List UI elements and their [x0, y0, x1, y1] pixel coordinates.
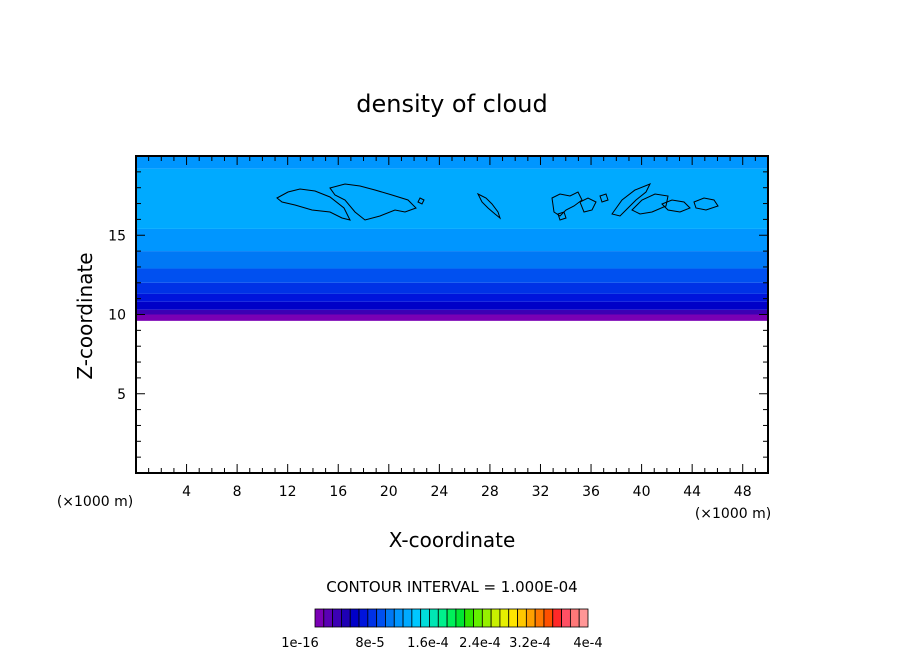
contour-band — [136, 301, 768, 310]
contour-line — [579, 197, 597, 213]
colorbar-label: 1.6e-4 — [407, 636, 449, 651]
colorbar-swatch — [385, 608, 395, 628]
colorbar-swatch — [569, 608, 580, 628]
cloud-contour-lines — [276, 183, 719, 221]
y-axis-label: Z-coordinate — [73, 252, 97, 379]
colorbar-swatch — [534, 608, 545, 628]
x-tick-label: 12 — [279, 484, 297, 500]
colorbar-swatch — [473, 608, 483, 628]
colorbar-swatch — [332, 608, 342, 628]
colorbar-swatch — [393, 608, 404, 628]
colorbar-label: 1e-16 — [281, 636, 319, 651]
x-tick-label: 16 — [329, 484, 347, 500]
colorbar-swatch — [341, 608, 351, 628]
colorbar-swatch — [314, 608, 325, 628]
colorbar-swatch — [446, 608, 457, 628]
colorbar-swatch — [349, 608, 360, 628]
colorbar: 1e-16 8e-5 1.6e-4 2.4e-4 3.2e-4 4e-4 — [281, 608, 603, 651]
colorbar-swatch — [499, 608, 510, 628]
contour-band — [136, 156, 768, 169]
x-unit-label-left: (×1000 m) — [57, 494, 133, 510]
colorbar-swatch — [411, 608, 422, 628]
y-tick-label: 10 — [108, 308, 126, 324]
colorbar-swatch — [376, 608, 386, 628]
colorbar-swatch — [508, 608, 518, 628]
contour-line — [599, 193, 609, 203]
colorbar-swatch — [552, 608, 562, 628]
colorbar-swatch — [481, 608, 492, 628]
contour-line — [417, 197, 425, 205]
contour-band — [136, 309, 768, 315]
x-tick-label: 32 — [532, 484, 550, 500]
contour-line — [661, 199, 691, 213]
contour-band — [136, 293, 768, 302]
contour-band — [136, 168, 768, 229]
colorbar-swatch — [464, 608, 474, 628]
contour-line — [693, 197, 719, 211]
colorbar-swatch — [561, 608, 571, 628]
colorbar-swatch — [420, 608, 430, 628]
y-tick-label: 15 — [108, 228, 126, 244]
x-tick-label: 24 — [430, 484, 448, 500]
contour-line — [557, 211, 567, 221]
x-tick-label: 4 — [182, 484, 191, 500]
colorbar-swatch — [525, 608, 536, 628]
colorbar-swatch — [517, 608, 527, 628]
x-tick-label: 8 — [233, 484, 242, 500]
contour-interval-label: CONTOUR INTERVAL = 1.000E-04 — [326, 578, 577, 596]
colorbar-swatch — [578, 608, 589, 628]
x-unit-label-right: (×1000 m) — [695, 506, 771, 522]
colorbar-swatch — [358, 608, 369, 628]
contour-line — [329, 183, 417, 221]
x-tick-label: 36 — [582, 484, 600, 500]
contour-band — [136, 282, 768, 294]
contour-line — [611, 183, 652, 217]
colorbar-swatch — [323, 608, 334, 628]
colorbar-swatch — [455, 608, 466, 628]
x-tick-label: 48 — [734, 484, 752, 500]
y-tick-label: 5 — [117, 387, 126, 403]
contour-line — [631, 193, 669, 215]
chart-title: density of cloud — [356, 90, 547, 118]
x-tick-label: 28 — [481, 484, 499, 500]
contour-line — [276, 188, 351, 221]
colorbar-label: 4e-4 — [573, 636, 602, 651]
contour-band — [136, 314, 768, 321]
x-tick-label: 44 — [683, 484, 701, 500]
colorbar-label: 2.4e-4 — [459, 636, 501, 651]
x-tick-label: 40 — [633, 484, 651, 500]
contour-line — [551, 191, 583, 217]
contour-band — [136, 228, 768, 252]
x-axis-label: X-coordinate — [389, 528, 516, 552]
colorbar-swatch — [543, 608, 554, 628]
contour-field — [136, 156, 768, 321]
contour-band — [136, 268, 768, 283]
colorbar-label: 3.2e-4 — [509, 636, 551, 651]
colorbar-swatch — [429, 608, 439, 628]
colorbar-swatch — [437, 608, 448, 628]
colorbar-swatch — [402, 608, 413, 628]
contour-band — [136, 251, 768, 269]
colorbar-label: 8e-5 — [355, 636, 384, 651]
x-tick-label: 20 — [380, 484, 398, 500]
colorbar-swatch — [490, 608, 501, 628]
contour-line — [476, 192, 502, 220]
colorbar-swatch — [367, 608, 378, 628]
